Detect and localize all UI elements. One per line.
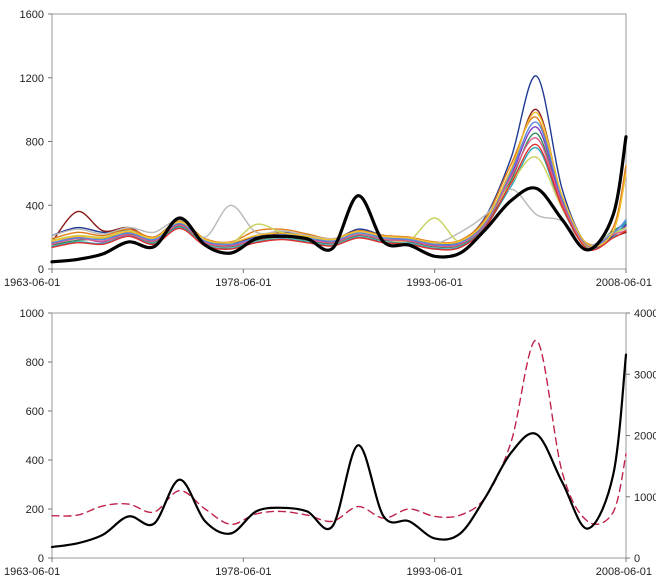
top-y-tick-label: 400 — [26, 200, 44, 212]
top-y-tick-label: 0 — [38, 264, 44, 276]
bottom-left-y-axis: 0 200 400 600 800 1000 — [20, 308, 52, 565]
chart-top: 0 400 800 1200 1600 1963-06-01 1978-06-01 1993… — [4, 9, 652, 289]
bottom-y-tick-label: 800 — [26, 357, 44, 369]
bottom-y2-tick-label: 0 — [634, 553, 640, 565]
bottom-y-tick-label: 1000 — [20, 308, 44, 320]
bottom-right-y-axis: 0 1000 2000 3000 4000 — [626, 308, 656, 565]
top-x-tick-label: 1978-06-01 — [215, 277, 271, 289]
top-y-axis: 0 400 800 1200 1600 — [20, 9, 52, 276]
top-y-tick-label: 800 — [26, 137, 44, 149]
bottom-y2-tick-label: 4000 — [634, 308, 656, 320]
top-x-tick-label: 1993-06-01 — [407, 277, 463, 289]
bottom-series-group — [50, 339, 628, 549]
top-series-line-3 — [51, 116, 627, 246]
bottom-y-tick-label: 200 — [26, 504, 44, 516]
bottom-y-tick-label: 0 — [38, 553, 44, 565]
bottom-y-tick-label: 400 — [26, 455, 44, 467]
bottom-series-line-1 — [51, 339, 627, 526]
bottom-y2-tick-label: 2000 — [634, 431, 656, 443]
top-series-line-11 — [51, 112, 627, 248]
top-series-line-9 — [51, 137, 627, 248]
top-x-tick-label: 1963-06-01 — [4, 277, 60, 289]
top-series-line-0 — [50, 135, 628, 264]
top-x-axis: 1963-06-01 1978-06-01 1993-06-01 2008-06-01 — [4, 269, 652, 289]
top-series-line-1 — [51, 75, 627, 249]
top-y-tick-label: 1600 — [20, 9, 44, 21]
top-series-line-12 — [51, 143, 627, 251]
bottom-y2-tick-label: 3000 — [634, 369, 656, 381]
top-y-tick-label: 1200 — [20, 73, 44, 85]
top-series-group — [50, 75, 628, 264]
top-x-tick-label: 2008-06-01 — [596, 277, 652, 289]
bottom-y-tick-label: 600 — [26, 406, 44, 418]
chart-bottom: 0 200 400 600 800 1000 0 1000 2000 3000 4000 1963… — [4, 308, 656, 578]
top-series-line-10 — [51, 121, 627, 248]
bottom-x-axis: 1963-06-01 1978-06-01 1993-06-01 2008-06-01 — [4, 558, 652, 578]
bottom-x-tick-label: 1993-06-01 — [407, 566, 463, 578]
bottom-plot-frame — [51, 312, 627, 559]
top-series-line-6 — [51, 147, 627, 251]
bottom-x-tick-label: 2008-06-01 — [596, 566, 652, 578]
bottom-x-tick-label: 1963-06-01 — [4, 566, 60, 578]
bottom-x-tick-label: 1978-06-01 — [215, 566, 271, 578]
bottom-series-line-0 — [50, 353, 628, 549]
bottom-y2-tick-label: 1000 — [634, 492, 656, 504]
